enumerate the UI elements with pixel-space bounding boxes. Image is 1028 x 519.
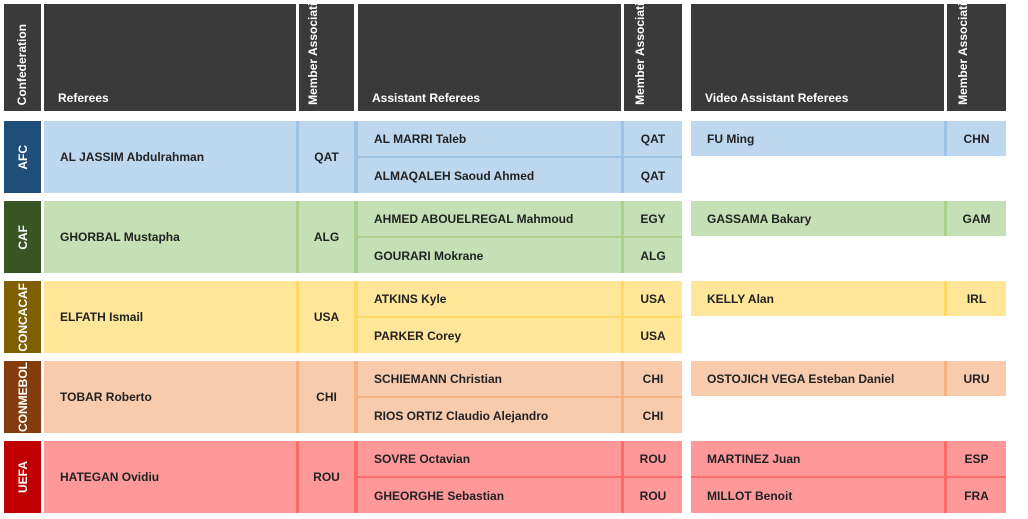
confederation-badge: AFC	[4, 121, 41, 193]
confederation-label: CONCACAF	[15, 282, 30, 352]
assistant-referee-name: GHEORGHE Sebastian	[358, 478, 621, 513]
header-var-label: Video Assistant Referees	[705, 91, 849, 105]
row-divider	[358, 476, 682, 478]
column-divider	[354, 441, 358, 513]
var-member-association: URU	[947, 361, 1006, 396]
column-divider	[944, 281, 947, 316]
column-divider	[621, 281, 624, 316]
confederation-label: AFC	[15, 144, 30, 170]
confederation-label: CAF	[15, 224, 30, 250]
column-divider	[296, 201, 299, 273]
confederation-badge: CONCACAF	[4, 281, 41, 353]
confederation-label: UEFA	[15, 460, 30, 493]
assistant-referee-name: GOURARI Mokrane	[358, 238, 621, 273]
column-divider	[621, 201, 624, 236]
var-name: OSTOJICH VEGA Esteban Daniel	[691, 361, 944, 396]
column-divider	[944, 201, 947, 236]
header-member-association-1: Member Association	[299, 0, 354, 111]
column-divider	[944, 121, 947, 156]
column-divider	[621, 441, 624, 476]
var-name: MARTINEZ Juan	[691, 441, 944, 476]
column-divider	[354, 361, 358, 433]
column-divider	[621, 158, 624, 193]
var-name: MILLOT Benoit	[691, 478, 944, 513]
assistant-member-association: USA	[624, 281, 682, 316]
assistant-member-association: CHI	[624, 398, 682, 433]
assistant-member-association: ROU	[624, 478, 682, 513]
header-member-association-3: Member Association	[947, 0, 1006, 111]
assistant-referee-name: PARKER Corey	[358, 318, 621, 353]
var-member-association: IRL	[947, 281, 1006, 316]
header-ma-label-3: Member Association	[956, 0, 970, 105]
var-member-association: FRA	[947, 478, 1006, 513]
column-divider	[621, 238, 624, 273]
column-divider	[621, 361, 624, 396]
header-member-association-2: Member Association	[624, 0, 682, 111]
column-divider	[354, 201, 358, 273]
confederation-badge: UEFA	[4, 441, 41, 513]
row-divider	[358, 396, 682, 398]
column-divider	[296, 281, 299, 353]
referee-member-association: ALG	[299, 201, 354, 273]
assistant-referee-name: SCHIEMANN Christian	[358, 361, 621, 396]
referee-member-association: USA	[299, 281, 354, 353]
header-video-assistant-referees: Video Assistant Referees	[691, 4, 944, 111]
column-divider	[944, 441, 947, 476]
var-name: KELLY Alan	[691, 281, 944, 316]
header-confederation-label: Confederation	[15, 23, 29, 105]
referee-member-association: CHI	[299, 361, 354, 433]
assistant-member-association: ALG	[624, 238, 682, 273]
column-divider	[296, 441, 299, 513]
assistant-referee-name: SOVRE Octavian	[358, 441, 621, 476]
header-referees-label: Referees	[58, 91, 109, 105]
row-divider	[358, 236, 682, 238]
var-name: GASSAMA Bakary	[691, 201, 944, 236]
confederation-badge: CAF	[4, 201, 41, 273]
row-divider	[358, 316, 682, 318]
assistant-member-association: USA	[624, 318, 682, 353]
assistant-referee-name: RIOS ORTIZ Claudio Alejandro	[358, 398, 621, 433]
var-member-association: ESP	[947, 441, 1006, 476]
column-divider	[621, 398, 624, 433]
column-divider	[621, 318, 624, 353]
column-divider	[944, 478, 947, 513]
column-divider	[944, 361, 947, 396]
assistant-referee-name: ATKINS Kyle	[358, 281, 621, 316]
header-ma-label-1: Member Association	[306, 0, 320, 105]
column-divider	[621, 121, 624, 156]
column-divider	[354, 121, 358, 193]
referee-name: HATEGAN Ovidiu	[44, 441, 296, 513]
confederation-label: CONMEBOL	[15, 362, 30, 432]
header-assistant-referees: Assistant Referees	[358, 4, 621, 111]
var-member-association: GAM	[947, 201, 1006, 236]
row-divider	[358, 156, 682, 158]
referee-name: TOBAR Roberto	[44, 361, 296, 433]
assistant-referee-name: AHMED ABOUELREGAL Mahmoud	[358, 201, 621, 236]
referee-member-association: QAT	[299, 121, 354, 193]
referee-name: ELFATH Ismail	[44, 281, 296, 353]
referee-member-association: ROU	[299, 441, 354, 513]
assistant-referee-name: AL MARRI Taleb	[358, 121, 621, 156]
column-divider	[621, 478, 624, 513]
assistant-referee-name: ALMAQALEH Saoud Ahmed	[358, 158, 621, 193]
confederation-badge: CONMEBOL	[4, 361, 41, 433]
column-divider	[296, 361, 299, 433]
referee-name: GHORBAL Mustapha	[44, 201, 296, 273]
assistant-member-association: QAT	[624, 158, 682, 193]
row-divider	[691, 476, 1006, 478]
assistant-member-association: ROU	[624, 441, 682, 476]
referee-name: AL JASSIM Abdulrahman	[44, 121, 296, 193]
assistant-member-association: EGY	[624, 201, 682, 236]
assistant-member-association: CHI	[624, 361, 682, 396]
column-divider	[354, 281, 358, 353]
assistant-member-association: QAT	[624, 121, 682, 156]
header-referees: Referees	[44, 4, 296, 111]
var-member-association: CHN	[947, 121, 1006, 156]
column-divider	[296, 121, 299, 193]
var-name: FU Ming	[691, 121, 944, 156]
header-ma-label-2: Member Association	[633, 0, 647, 105]
header-assistant-referees-label: Assistant Referees	[372, 91, 481, 105]
header-confederation: Confederation	[4, 4, 41, 111]
